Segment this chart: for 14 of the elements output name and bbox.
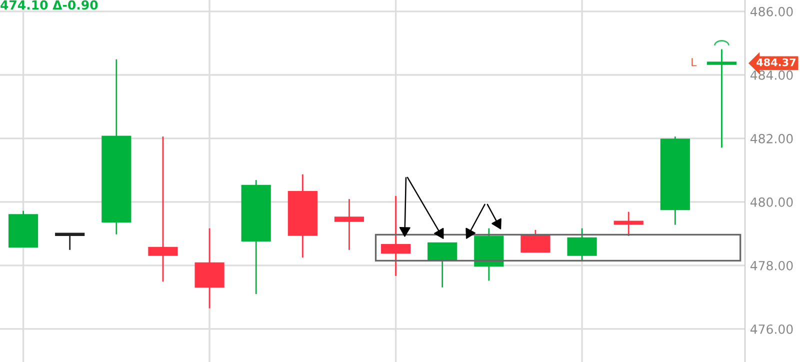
candlestick <box>148 136 178 282</box>
y-tick-label: 486.00 <box>750 6 793 16</box>
text: 484.37 <box>756 58 796 66</box>
candlestick <box>55 232 85 251</box>
y-tick-label: 484.00 <box>750 70 793 80</box>
y-tick-label: 476.00 <box>750 324 793 334</box>
annotation: 474.10 Δ-0.90 <box>0 0 98 10</box>
y-tick-label: 482.00 <box>750 134 793 144</box>
candlestick <box>614 211 644 237</box>
annotation: L <box>692 58 697 66</box>
candlestick <box>334 198 364 251</box>
y-tick-label: 480.00 <box>750 197 793 207</box>
candlestick <box>706 48 737 148</box>
y-tick-label: 478.00 <box>750 260 793 270</box>
